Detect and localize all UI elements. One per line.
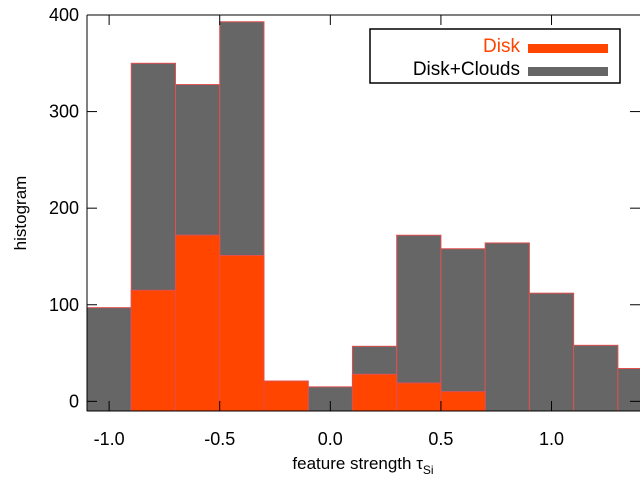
- disk-clouds-bar: [529, 293, 573, 411]
- y-tick-label: 0: [69, 391, 79, 411]
- x-tick-label: 1.0: [539, 429, 564, 449]
- disk-bar: [352, 374, 396, 411]
- disk-clouds-bar: [87, 308, 131, 411]
- disk-bar: [441, 392, 485, 411]
- legend-label-disk: Disk: [483, 36, 520, 57]
- legend: Disk Disk+Clouds: [370, 29, 620, 83]
- legend-swatch-disk-clouds: [528, 67, 608, 76]
- x-axis-label-subscript: Si: [423, 463, 434, 477]
- x-axis-label-main: feature strength τ: [292, 454, 423, 473]
- disk-clouds-bar: [441, 249, 485, 411]
- y-tick-label: 200: [49, 198, 79, 218]
- x-tick-label: -0.5: [204, 429, 235, 449]
- disk-bar: [131, 290, 175, 411]
- y-tick-label: 100: [49, 295, 79, 315]
- disk-bar: [397, 383, 441, 411]
- legend-swatch-disk: [528, 44, 608, 53]
- x-axis-label: feature strength τSi: [292, 454, 433, 477]
- disk-clouds-bar: [574, 345, 618, 411]
- legend-label-disk-clouds: Disk+Clouds: [413, 59, 520, 80]
- y-axis-label: histogram: [11, 176, 30, 251]
- disk-bar: [175, 235, 219, 411]
- disk-bar: [220, 256, 264, 412]
- x-tick-label: -1.0: [94, 429, 125, 449]
- disk-clouds-bar: [618, 369, 640, 412]
- disk-clouds-bar: [485, 243, 529, 411]
- x-tick-label: 0.0: [318, 429, 343, 449]
- y-tick-label: 400: [49, 5, 79, 25]
- disk-bar: [264, 381, 308, 411]
- y-tick-label: 300: [49, 102, 79, 122]
- x-tick-label: 0.5: [428, 429, 453, 449]
